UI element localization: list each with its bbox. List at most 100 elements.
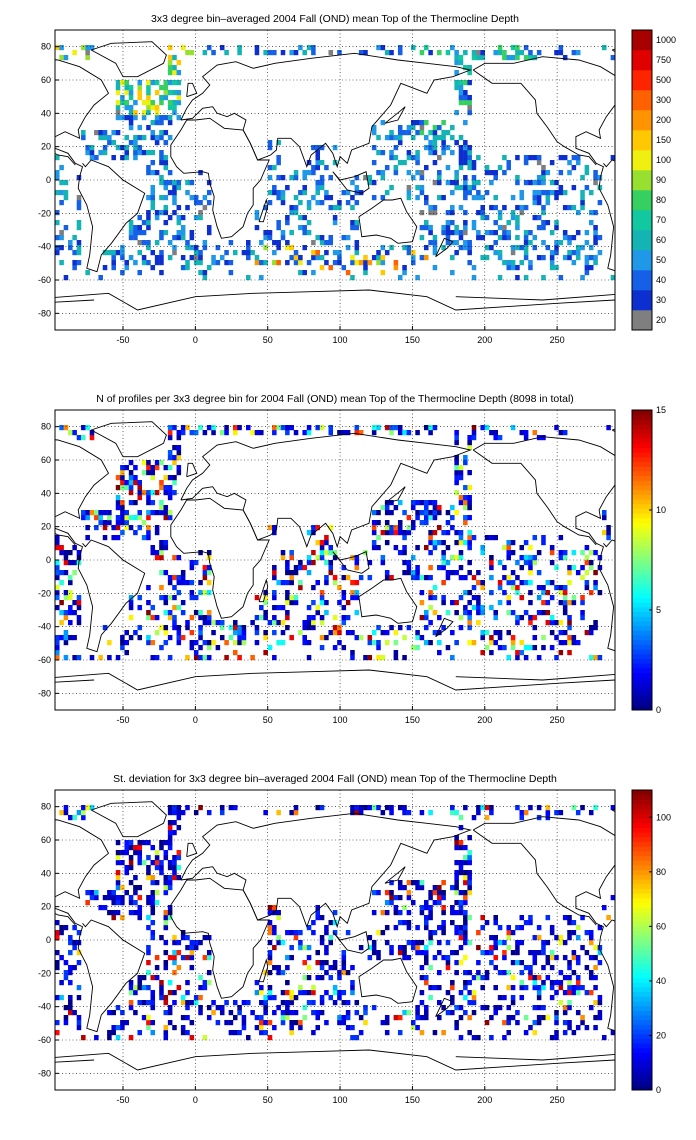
heatmap-cell bbox=[371, 940, 377, 946]
heatmap-cell bbox=[319, 200, 325, 206]
heatmap-cell bbox=[276, 970, 281, 976]
heatmap-cell bbox=[471, 275, 477, 281]
heatmap-cell bbox=[76, 220, 82, 226]
heatmap-cell bbox=[102, 535, 108, 541]
heatmap-cell bbox=[224, 1020, 229, 1026]
heatmap-cell bbox=[432, 180, 438, 186]
heatmap-cell bbox=[484, 255, 490, 261]
heatmap-cell bbox=[163, 875, 169, 881]
heatmap-cell bbox=[211, 1000, 216, 1006]
heatmap-cell bbox=[328, 240, 334, 246]
heatmap-cell bbox=[588, 550, 594, 556]
heatmap-cell bbox=[549, 615, 555, 621]
heatmap-cell bbox=[124, 890, 129, 896]
heatmap-cell bbox=[489, 560, 494, 566]
coastline bbox=[435, 237, 454, 258]
heatmap-cell bbox=[311, 615, 316, 621]
heatmap-cell bbox=[219, 255, 225, 261]
heatmap-cell bbox=[580, 595, 585, 601]
heatmap-cell bbox=[515, 940, 520, 946]
heatmap-cell bbox=[554, 955, 559, 961]
heatmap-cell bbox=[584, 165, 590, 171]
heatmap-cell bbox=[423, 145, 429, 151]
heatmap-cell bbox=[154, 550, 160, 556]
heatmap-cell bbox=[267, 200, 273, 206]
colorbar-swatch bbox=[632, 150, 652, 171]
heatmap-cell bbox=[454, 170, 459, 176]
heatmap-cell bbox=[406, 880, 412, 886]
heatmap-cell bbox=[419, 975, 425, 981]
heatmap-cell bbox=[163, 540, 169, 546]
colorbar-swatch bbox=[632, 130, 652, 151]
heatmap-cell bbox=[81, 815, 86, 821]
heatmap-cell bbox=[115, 80, 121, 86]
heatmap-cell bbox=[476, 570, 481, 576]
heatmap-cell bbox=[289, 995, 294, 1001]
heatmap-cell bbox=[567, 1005, 572, 1011]
colorbar-swatch bbox=[632, 230, 652, 251]
heatmap-cell bbox=[272, 185, 277, 191]
heatmap-cell bbox=[528, 570, 533, 576]
heatmap-cell bbox=[350, 985, 355, 991]
heatmap-cell bbox=[219, 45, 225, 51]
heatmap-cell bbox=[55, 595, 60, 601]
heatmap-cell bbox=[506, 220, 512, 226]
heatmap-cell bbox=[263, 810, 268, 816]
heatmap-cell bbox=[68, 1010, 73, 1016]
heatmap-cell bbox=[120, 530, 125, 536]
heatmap-cell bbox=[354, 555, 360, 561]
heatmap-cell bbox=[128, 990, 134, 996]
heatmap-cell bbox=[250, 250, 255, 256]
heatmap-cell bbox=[219, 810, 225, 816]
heatmap-cell bbox=[159, 985, 164, 991]
y-tick-label: -80 bbox=[38, 688, 51, 698]
heatmap-cell bbox=[315, 185, 321, 191]
heatmap-cell bbox=[63, 1005, 69, 1011]
heatmap-cell bbox=[419, 590, 425, 596]
heatmap-cell bbox=[176, 965, 182, 971]
heatmap-cell bbox=[423, 255, 429, 261]
heatmap-cell bbox=[68, 240, 73, 246]
heatmap-cell bbox=[506, 580, 512, 586]
heatmap-cell bbox=[167, 430, 173, 436]
heatmap-cell bbox=[358, 260, 364, 266]
heatmap-cell bbox=[350, 595, 355, 601]
heatmap-cell bbox=[549, 255, 555, 261]
heatmap-cell bbox=[332, 555, 338, 561]
heatmap-cell bbox=[519, 640, 525, 646]
heatmap-cell bbox=[450, 525, 455, 531]
heatmap-cell bbox=[515, 1020, 520, 1026]
heatmap-cell bbox=[172, 245, 177, 251]
heatmap-cell bbox=[154, 965, 160, 971]
heatmap-cell bbox=[415, 565, 420, 571]
heatmap-cell bbox=[63, 655, 69, 661]
heatmap-cell bbox=[558, 630, 564, 636]
heatmap-cell bbox=[454, 510, 459, 516]
heatmap-cell bbox=[302, 1005, 307, 1011]
heatmap-cell bbox=[206, 615, 212, 621]
heatmap-cell bbox=[276, 620, 281, 626]
heatmap-cell bbox=[102, 625, 108, 631]
heatmap-cell bbox=[289, 1020, 294, 1026]
heatmap-cell bbox=[341, 645, 347, 651]
heatmap-cell bbox=[263, 245, 268, 251]
heatmap-cell bbox=[120, 480, 125, 486]
heatmap-cell bbox=[289, 1000, 294, 1006]
x-tick-label: 0 bbox=[193, 715, 198, 725]
heatmap-cell bbox=[532, 180, 538, 186]
heatmap-cell bbox=[163, 880, 169, 886]
heatmap-cell bbox=[567, 920, 572, 926]
heatmap-cell bbox=[558, 1000, 564, 1006]
heatmap-cell bbox=[198, 580, 203, 586]
x-tick-label: 100 bbox=[333, 335, 348, 345]
heatmap-cell bbox=[367, 945, 373, 951]
heatmap-cell bbox=[128, 855, 134, 861]
heatmap-cell bbox=[423, 610, 429, 616]
heatmap-cell bbox=[493, 1010, 498, 1016]
heatmap-cell bbox=[159, 870, 164, 876]
heatmap-cell bbox=[94, 895, 99, 901]
heatmap-cell bbox=[441, 895, 446, 901]
heatmap-cell bbox=[154, 255, 160, 261]
heatmap-cell bbox=[154, 860, 160, 866]
heatmap-cell bbox=[545, 220, 551, 226]
